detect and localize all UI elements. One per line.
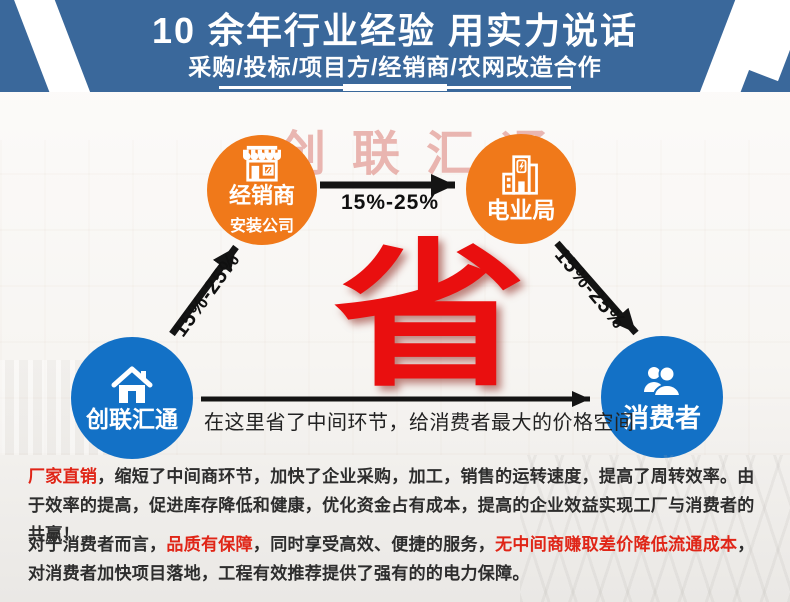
node-manufacturer-label: 创联汇通 bbox=[86, 406, 178, 433]
people-icon bbox=[637, 362, 687, 402]
save-highlight-character: 省 bbox=[333, 229, 527, 405]
footer-text-area: 厂家直销，缩短了中间商环节，加快了企业采购，加工，销售的运转速度，提高了周转效率… bbox=[0, 455, 790, 602]
node-dealer-label: 经销商 bbox=[228, 183, 295, 209]
storefront-icon bbox=[239, 144, 285, 182]
node-power-bureau: 电业局 bbox=[466, 134, 576, 244]
flow-diagram: 创联汇通 15%-25% 15%-25% 15%-25% bbox=[0, 92, 790, 459]
edge-label-dealer-power: 15%-25% bbox=[340, 191, 440, 214]
paragraph-consumer-benefit: 对于消费者而言，品质有保障，同时享受高效、便捷的服务，无中间商赚取差价降低流通成… bbox=[28, 535, 755, 583]
divider-accent bbox=[343, 84, 447, 91]
arrow-power-bureau-to-consumer bbox=[554, 240, 639, 336]
flow-arrows bbox=[169, 174, 639, 407]
node-manufacturer: 创联汇通 bbox=[71, 337, 193, 459]
node-power-bureau-label: 电业局 bbox=[486, 197, 556, 224]
node-consumer-label: 消费者 bbox=[622, 402, 701, 433]
page-title: 10 余年行业经验 用实力说话 bbox=[151, 10, 639, 51]
header-banner: 10 余年行业经验 用实力说话 采购/投标/项目方/经销商/农网改造合作 bbox=[0, 0, 790, 92]
diagram-caption: 在这里省了中间环节，给消费者最大的价格空间 bbox=[204, 412, 635, 434]
power-building-icon bbox=[499, 154, 543, 196]
node-dealer-sublabel: 安装公司 bbox=[229, 217, 294, 235]
arrow-manufacturer-to-dealer bbox=[169, 244, 239, 337]
page-subtitle: 采购/投标/项目方/经销商/农网改造合作 bbox=[188, 54, 602, 80]
home-icon bbox=[108, 363, 156, 405]
background-gate-photo bbox=[520, 455, 790, 602]
paragraph-manufacturer-direct: 厂家直销，缩短了中间商环节，加快了企业采购，加工，销售的运转速度，提高了周转效率… bbox=[28, 467, 755, 544]
node-dealer: 经销商 安装公司 bbox=[207, 135, 317, 245]
node-consumer: 消费者 bbox=[601, 336, 723, 458]
